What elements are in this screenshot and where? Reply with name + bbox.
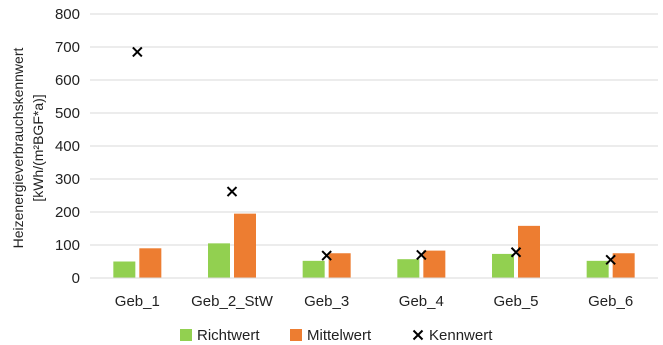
y-axis-title-line2: [kWh/(m²BGF*a)] bbox=[30, 94, 46, 201]
kennwert-markers bbox=[132, 46, 616, 266]
y-tick-label: 700 bbox=[55, 39, 80, 56]
marker-kennwert bbox=[605, 254, 616, 266]
x-tick-label: Geb_5 bbox=[493, 293, 538, 310]
legend-label-mittelwert: Mittelwert bbox=[307, 327, 372, 344]
marker-kennwert bbox=[132, 46, 143, 58]
bar-richtwert bbox=[302, 260, 325, 278]
marker-kennwert bbox=[416, 249, 427, 261]
bars bbox=[113, 213, 635, 278]
legend-label-richtwert: Richtwert bbox=[197, 327, 260, 344]
bar-mittelwert bbox=[139, 248, 162, 278]
y-tick-label: 200 bbox=[55, 204, 80, 221]
bar-richtwert bbox=[397, 259, 420, 278]
bar-richtwert bbox=[208, 243, 230, 278]
marker-kennwert bbox=[226, 186, 238, 197]
x-tick-label: Geb_6 bbox=[588, 293, 633, 310]
bar-mittelwert bbox=[234, 213, 256, 278]
x-tick-label: Geb_3 bbox=[304, 293, 349, 310]
marker-kennwert bbox=[321, 250, 332, 261]
x-tick-label: Geb_4 bbox=[399, 293, 444, 310]
y-tick-label: 800 bbox=[55, 6, 80, 23]
bar-mittelwert bbox=[518, 225, 540, 278]
bar-richtwert bbox=[492, 253, 514, 278]
y-tick-label: 300 bbox=[55, 171, 80, 188]
bar-richtwert bbox=[586, 260, 609, 278]
bar-richtwert bbox=[113, 261, 136, 278]
legend-label-kennwert: Kennwert bbox=[429, 327, 493, 344]
bar-mittelwert bbox=[612, 253, 635, 278]
bar-mittelwert bbox=[328, 253, 351, 278]
legend-swatch-richtwert bbox=[180, 329, 192, 341]
y-axis-title-line1: Heizenergieverbrauchskennwert bbox=[10, 48, 26, 249]
y-tick-label: 400 bbox=[55, 138, 80, 155]
x-axis-ticks: Geb_1 Geb_2_StW Geb_3 Geb_4 Geb_5 Geb_6 bbox=[115, 293, 633, 310]
y-tick-label: 100 bbox=[55, 237, 80, 254]
legend: Richtwert Mittelwert Kennwert bbox=[180, 327, 493, 344]
y-tick-label: 0 bbox=[72, 270, 80, 287]
x-tick-label: Geb_2_StW bbox=[191, 293, 274, 310]
legend-marker-kennwert bbox=[412, 329, 424, 341]
x-tick-label: Geb_1 bbox=[115, 293, 160, 310]
marker-kennwert bbox=[510, 247, 522, 258]
y-axis-ticks: 0 100 200 300 400 500 600 700 800 bbox=[55, 6, 80, 287]
legend-swatch-mittelwert bbox=[290, 329, 302, 341]
gridlines bbox=[90, 13, 658, 246]
y-tick-label: 500 bbox=[55, 105, 80, 122]
y-tick-label: 600 bbox=[55, 72, 80, 89]
bar-mittelwert bbox=[423, 250, 446, 278]
